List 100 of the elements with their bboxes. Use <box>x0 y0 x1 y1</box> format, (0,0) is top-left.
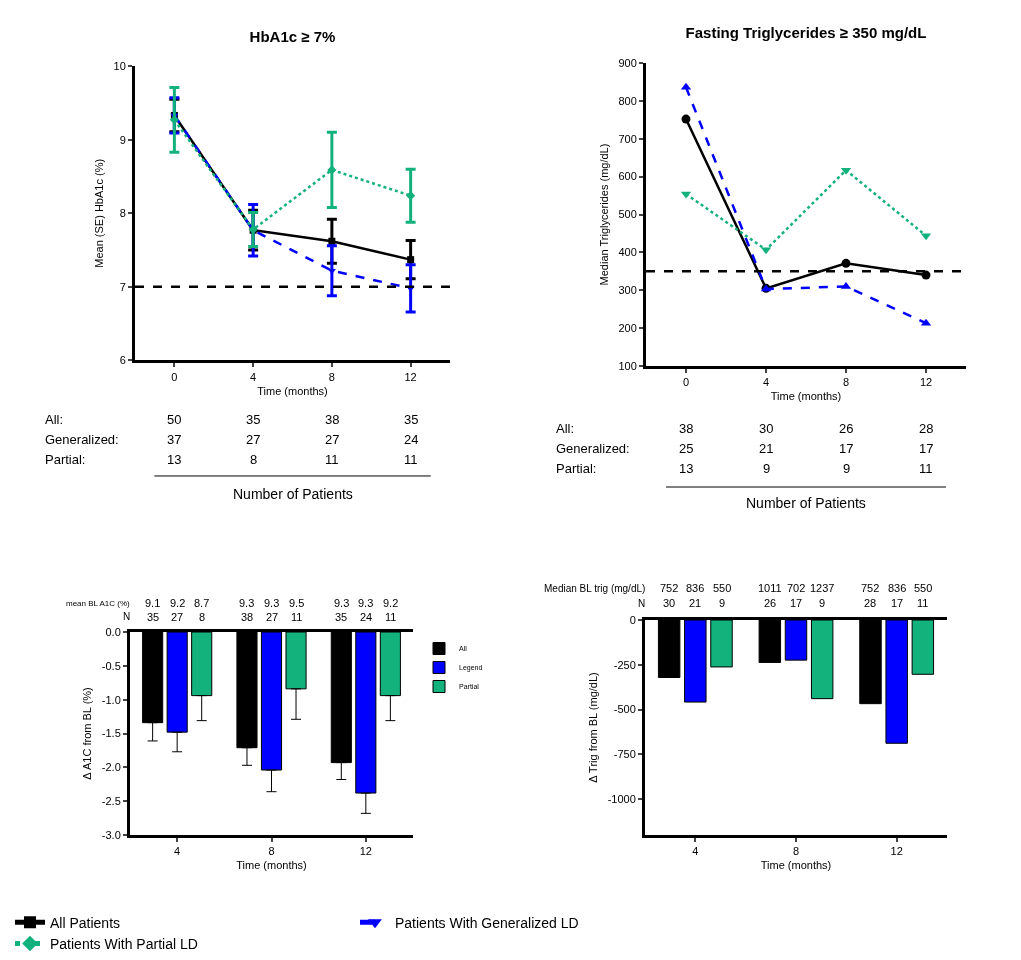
y-tick-label: 600 <box>618 170 637 183</box>
y-tick-label: 200 <box>618 321 637 334</box>
y-tick-label: 0 <box>629 613 636 626</box>
y-tick-label: 900 <box>618 56 637 69</box>
x-axis-title: Time (months) <box>760 859 832 872</box>
y-tick-label: -1.5 <box>101 727 121 740</box>
text: 8.7 <box>194 597 210 609</box>
text: Generalized: <box>45 432 119 447</box>
text: 35 <box>246 412 261 427</box>
y-tick-label: 400 <box>618 246 637 259</box>
x-tick-label: 4 <box>250 370 257 383</box>
y-axis-title: Δ Trig from BL (mg/dL) <box>587 672 600 783</box>
text: Partial: <box>45 452 86 467</box>
y-tick-label: -500 <box>613 703 636 716</box>
text: 836 <box>888 582 907 594</box>
text: 9.1 <box>145 597 161 609</box>
text: Generalized: <box>556 441 630 456</box>
text: 9.3 <box>239 597 255 609</box>
x-tick-label: 8 <box>268 845 275 858</box>
x-axis-title: Time (months) <box>770 390 842 403</box>
y-tick-label: 8 <box>119 207 126 220</box>
text: 28 <box>919 421 934 436</box>
text: 11 <box>919 461 933 476</box>
text: 11 <box>917 597 929 609</box>
y-tick-label: 7 <box>119 280 126 293</box>
text: 38 <box>325 412 340 427</box>
y-tick-label: -2.5 <box>101 795 121 808</box>
chart-title: HbA1c ≥ 7% <box>249 27 336 45</box>
text: Number of Patients <box>746 495 866 511</box>
y-tick-label: 800 <box>618 94 637 107</box>
y-tick-label: 0.0 <box>105 625 121 638</box>
legend-label: Patients With Partial LD <box>50 935 198 952</box>
text: 26 <box>839 421 854 436</box>
x-tick-label: 4 <box>692 845 699 858</box>
text: 13 <box>679 461 694 476</box>
text: 11 <box>325 452 339 467</box>
text: 9.5 <box>289 597 305 609</box>
x-tick-label: 12 <box>359 845 372 858</box>
text: 702 <box>787 582 806 594</box>
y-axis-title: Δ A1C from BL (%) <box>81 687 94 780</box>
x-tick-label: 12 <box>890 845 903 858</box>
text: 38 <box>241 611 254 623</box>
text: 9 <box>819 597 826 609</box>
text: 9 <box>719 597 726 609</box>
y-tick-label: -1.0 <box>101 693 121 706</box>
x-tick-label: 4 <box>174 845 181 858</box>
x-tick-label: 0 <box>171 370 178 383</box>
text: Median BL trig (mg/dL) <box>544 583 646 594</box>
text: 24 <box>404 432 419 447</box>
y-tick-label: -1000 <box>607 793 636 806</box>
text: 27 <box>171 611 184 623</box>
text: 9 <box>843 461 851 476</box>
text: 9.3 <box>358 597 374 609</box>
y-tick-label: -2.0 <box>101 761 121 774</box>
text: 27 <box>246 432 261 447</box>
text: 11 <box>291 611 303 623</box>
text: 35 <box>147 611 160 623</box>
y-tick-label: 6 <box>119 354 126 367</box>
text: 21 <box>689 597 702 609</box>
text: 28 <box>864 597 877 609</box>
text: 37 <box>167 432 182 447</box>
x-axis-title: Time (months) <box>236 859 307 872</box>
y-tick-label: 10 <box>113 60 126 73</box>
y-tick-label: -0.5 <box>101 659 121 672</box>
text: Number of Patients <box>233 486 353 502</box>
text: 8 <box>250 452 258 467</box>
x-tick-label: 8 <box>328 370 335 383</box>
text: 17 <box>790 597 803 609</box>
text: 50 <box>167 412 182 427</box>
text: 9.2 <box>170 597 186 609</box>
text: 1237 <box>810 582 835 594</box>
text: 30 <box>759 421 774 436</box>
text: 13 <box>167 452 182 467</box>
text: 17 <box>891 597 904 609</box>
text: 550 <box>914 582 933 594</box>
x-tick-label: 4 <box>762 376 770 389</box>
x-axis-title: Time (months) <box>257 384 328 397</box>
text: 30 <box>663 597 676 609</box>
text: 38 <box>679 421 694 436</box>
text: 11 <box>385 611 397 623</box>
x-tick-label: 12 <box>404 370 417 383</box>
y-tick-label: -3.0 <box>101 828 121 841</box>
x-tick-label: 0 <box>682 376 690 389</box>
chart-title: Fasting Triglycerides ≥ 350 mg/dL <box>685 24 927 42</box>
y-tick-label: -250 <box>613 658 636 671</box>
x-tick-label: 12 <box>919 376 933 389</box>
text: mean BL A1C (%) <box>66 599 131 608</box>
text: All: <box>45 412 64 427</box>
text: All: <box>556 421 575 436</box>
text: 27 <box>325 432 340 447</box>
text: 752 <box>861 582 880 594</box>
y-tick-label: 700 <box>618 132 637 145</box>
y-tick-label: 100 <box>618 359 637 372</box>
text: 35 <box>404 412 419 427</box>
y-tick-label: 500 <box>618 208 637 221</box>
text: 9 <box>763 461 771 476</box>
text: 836 <box>686 582 705 594</box>
text: 26 <box>764 597 777 609</box>
x-tick-label: 8 <box>792 845 800 858</box>
text: 1011 <box>758 582 782 594</box>
